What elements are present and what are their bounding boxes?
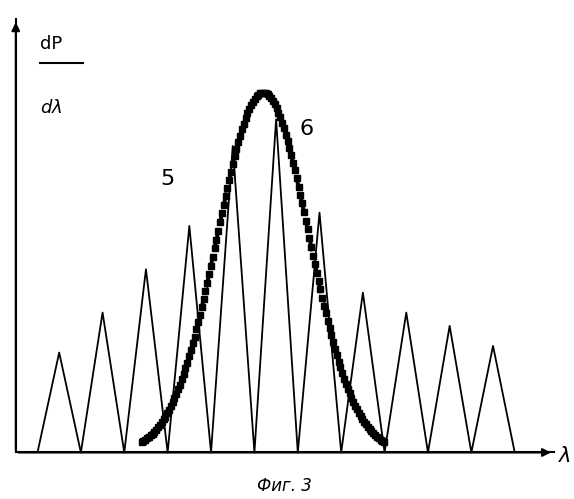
- Text: dP: dP: [40, 35, 62, 53]
- Text: d$\lambda$: d$\lambda$: [40, 99, 62, 117]
- Text: $\lambda$: $\lambda$: [558, 446, 571, 466]
- Text: 5: 5: [161, 169, 174, 189]
- Text: Фиг. 3: Фиг. 3: [257, 477, 312, 495]
- Text: 6: 6: [300, 119, 314, 139]
